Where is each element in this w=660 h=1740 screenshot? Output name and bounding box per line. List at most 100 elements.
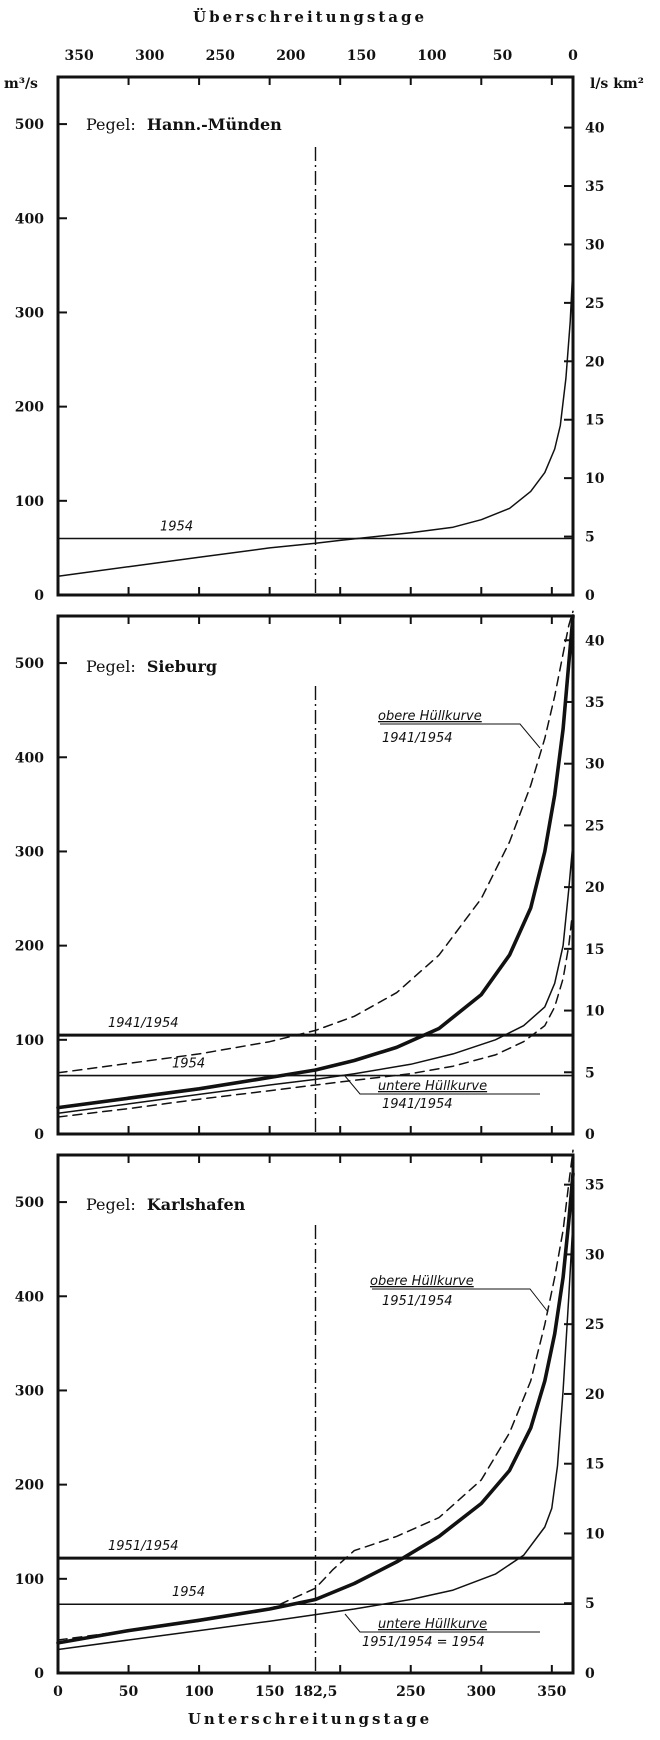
y-tick-label: 400	[15, 750, 44, 766]
mean-line-label: 1954	[172, 1585, 205, 1600]
envelope-curve	[57, 1149, 574, 1641]
right-tick-label: 25	[585, 1317, 604, 1333]
panel-frame	[56, 75, 575, 597]
right-tick-label: 0	[585, 1666, 595, 1682]
annotation-line2: 1941/1954	[382, 731, 453, 746]
bottom-tick-label: 300	[467, 1684, 496, 1700]
y-tick-label: 200	[15, 1478, 44, 1494]
y-tick-label: 300	[15, 305, 44, 321]
top-tick-label: 150	[347, 48, 376, 64]
y-tick-label: 300	[15, 1383, 44, 1399]
y-tick-label: 500	[15, 117, 44, 133]
annotation-upper-envelope: obere Hüllkurve 1951/1954	[370, 1274, 478, 1309]
right-tick-label: 5	[585, 1065, 595, 1081]
right-tick-label: 0	[585, 588, 595, 604]
right-tick-label: 10	[585, 1526, 605, 1542]
y-tick-label: 0	[34, 1127, 44, 1143]
station-name: Hann.-Münden	[147, 115, 282, 134]
pegel-prefix: Pegel:	[86, 115, 136, 134]
annotation-line2: 1951/1954 = 1954	[362, 1635, 485, 1650]
right-tick-label: 20	[585, 880, 605, 896]
pegel-label: Pegel: Sieburg	[86, 657, 217, 676]
right-tick-label: 35	[585, 1178, 604, 1194]
y-tick-label: 100	[15, 1572, 44, 1588]
mean-line-label: 1941/1954	[108, 1016, 179, 1031]
panel-sieburg: 0 100 200 300 400 500 0 5 10 15 20 25 30 35 40 1941/19…	[15, 610, 605, 1143]
right-tick-label: 30	[585, 237, 605, 253]
right-tick-label: 15	[585, 942, 604, 958]
right-tick-label: 20	[585, 354, 605, 370]
right-tick-label: 30	[585, 757, 605, 773]
bottom-tick-label: 350	[537, 1684, 566, 1700]
top-tick-label: 100	[417, 48, 446, 64]
bottom-axis-ticks: 0 50 100 150 182,5 250 300 350	[53, 1684, 567, 1700]
top-tick-label: 200	[276, 48, 305, 64]
right-tick-label: 10	[585, 471, 605, 487]
top-axis-ticks: 350 300 250 200 150 100 50 0	[65, 48, 579, 64]
panel-series: 1954	[57, 264, 574, 577]
y-tick-label: 0	[34, 1666, 44, 1682]
y-tick-label: 0	[34, 588, 44, 604]
annotation-line1: untere Hüllkurve	[378, 1079, 487, 1094]
y-tick-label: 500	[15, 1195, 44, 1211]
top-tick-label: 250	[206, 48, 235, 64]
y-tick-label: 200	[15, 939, 44, 955]
duration-curve	[57, 1220, 574, 1651]
panel-hann-muenden: 0 100 200 300 400 500 0 5 10 15 20 25 30 35 40 1954 Pe…	[15, 75, 605, 604]
pegel-label: Pegel: Hann.-Münden	[86, 115, 282, 134]
annotation-line1: obere Hüllkurve	[370, 1274, 474, 1289]
pegel-prefix: Pegel:	[86, 657, 136, 676]
right-tick-label: 25	[585, 296, 604, 312]
duration-curve	[57, 264, 574, 577]
y-tick-label: 100	[15, 494, 44, 510]
right-tick-label: 5	[585, 530, 595, 546]
mean-line-label: 1951/1954	[108, 1539, 179, 1554]
panel-frame	[56, 1153, 575, 1675]
bottom-tick-label: 250	[396, 1684, 425, 1700]
duration-curve	[56, 614, 575, 1110]
annotation-upper-envelope: obere Hüllkurve 1941/1954	[378, 709, 486, 746]
right-tick-label: 25	[585, 818, 604, 834]
station-name: Sieburg	[147, 657, 217, 676]
bottom-tick-label: 0	[53, 1684, 63, 1700]
annotation-leader	[372, 1288, 549, 1313]
annotation-line1: untere Hüllkurve	[378, 1617, 487, 1632]
bottom-tick-label: 100	[184, 1684, 213, 1700]
pegel-prefix: Pegel:	[86, 1195, 136, 1214]
right-tick-label: 15	[585, 413, 604, 429]
top-axis-title: Überschreitungstage	[193, 7, 427, 26]
annotation-leader	[344, 1613, 540, 1633]
right-tick-label: 15	[585, 1457, 604, 1473]
panel-frame	[56, 614, 575, 1136]
y-tick-label: 100	[15, 1033, 44, 1049]
bottom-tick-label: 50	[119, 1684, 139, 1700]
bottom-axis-title: Unterschreitungstage	[188, 1710, 432, 1728]
right-tick-label: 35	[585, 179, 604, 195]
right-tick-label: 40	[585, 121, 605, 137]
right-tick-label: 30	[585, 1247, 605, 1263]
left-unit-label: m³/s	[4, 76, 38, 92]
top-tick-label: 350	[65, 48, 94, 64]
annotation-line2: 1941/1954	[382, 1097, 453, 1112]
top-tick-label: 0	[568, 48, 578, 64]
right-unit-label: l/s km²	[590, 76, 644, 92]
bottom-tick-label: 182,5	[294, 1684, 338, 1700]
panel-axes: 0 100 200 300 400 500 0 5 10 15 20 25 30 35 40	[15, 616, 605, 1143]
annotation-lower-envelope: untere Hüllkurve 1941/1954	[378, 1079, 491, 1112]
right-tick-label: 10	[585, 1004, 605, 1020]
panel-karlshafen: 0 100 200 300 400 500 0 5 10 15 20 25 30 35 1951/1954…	[15, 1149, 605, 1682]
duration-curve	[57, 841, 574, 1115]
annotation-lower-envelope: untere Hüllkurve 1951/1954 = 1954	[362, 1617, 491, 1650]
annotation-line2: 1951/1954	[382, 1294, 453, 1309]
y-tick-label: 200	[15, 400, 44, 416]
mean-line-label: 1954	[160, 519, 193, 534]
annotation-leader	[344, 1075, 540, 1095]
right-tick-label: 5	[585, 1596, 595, 1612]
pegel-label: Pegel: Karlshafen	[86, 1195, 246, 1214]
y-tick-label: 400	[15, 211, 44, 227]
right-tick-label: 35	[585, 695, 604, 711]
annotation-leader	[380, 723, 541, 749]
y-tick-label: 400	[15, 1289, 44, 1305]
right-tick-label: 0	[585, 1127, 595, 1143]
